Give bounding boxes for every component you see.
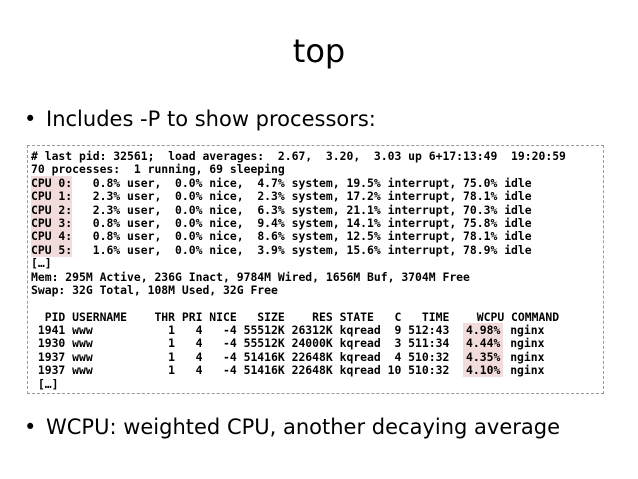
cpu-row: CPU 1: 2.3% user, 0.0% nice, 2.3% system…	[31, 189, 603, 204]
wcpu-value: 4.98%	[463, 323, 504, 338]
blank-line	[31, 297, 603, 310]
memory-line: Mem: 295M Active, 236G Inact, 9784M Wire…	[31, 269, 470, 284]
cpu-label: CPU 3:	[31, 215, 73, 230]
process-row: 1937 www 1 4 -4 51416K 22648K kqread 10 …	[31, 363, 603, 378]
process-row: 1937 www 1 4 -4 51416K 22648K kqread 4 5…	[31, 349, 603, 364]
process-fields: 1937 www 1 4 -4 51416K 22648K kqread 10 …	[31, 363, 464, 378]
swap-line: Swap: 32G Total, 108M Used, 32G Free	[31, 282, 278, 297]
cpu-row: CPU 2: 2.3% user, 0.0% nice, 6.3% system…	[31, 202, 603, 217]
bullet-text: WCPU: weighted CPU, another decaying ave…	[46, 415, 560, 439]
cpu-stats: 2.3% user, 0.0% nice, 2.3% system, 17.2%…	[72, 189, 532, 204]
cpu-stats: 1.6% user, 0.0% nice, 3.9% system, 15.6%…	[72, 242, 532, 257]
bullet: • Includes -P to show processors:	[24, 107, 376, 131]
ellipsis: […]	[31, 376, 59, 391]
cpu-stats: 0.8% user, 0.0% nice, 8.6% system, 12.5%…	[72, 229, 532, 244]
cpu-label: CPU 1:	[31, 189, 73, 204]
wcpu-value: 4.44%	[463, 336, 504, 351]
slide-title: top	[292, 32, 346, 70]
cpu-label: CPU 2:	[31, 202, 73, 217]
wcpu-value: 4.10%	[463, 363, 504, 378]
process-command: nginx	[503, 323, 545, 338]
cpu-stats: 0.8% user, 0.0% nice, 9.4% system, 14.1%…	[72, 215, 532, 230]
wcpu-value: 4.35%	[463, 349, 504, 364]
process-row: 1930 www 1 4 -4 55512K 24000K kqread 3 5…	[31, 336, 603, 351]
process-command: nginx	[503, 349, 545, 364]
terminal-line: # last pid: 32561; load averages: 2.67, …	[31, 149, 566, 163]
cpu-stats: 0.8% user, 0.0% nice, 4.7% system, 19.5%…	[72, 175, 532, 190]
table-header: PID USERNAME THR PRI NICE SIZE RES STATE…	[31, 309, 560, 324]
cpu-stats: 2.3% user, 0.0% nice, 6.3% system, 21.1%…	[72, 202, 532, 217]
process-command: nginx	[503, 336, 545, 351]
process-command: nginx	[503, 363, 545, 378]
cpu-row: CPU 3: 0.8% user, 0.0% nice, 9.4% system…	[31, 215, 603, 230]
cpu-label: CPU 0:	[31, 175, 73, 190]
cpu-label: CPU 5:	[31, 242, 73, 257]
process-fields: 1937 www 1 4 -4 51416K 22648K kqread 4 5…	[31, 349, 464, 364]
process-row: 1941 www 1 4 -4 55512K 26312K kqread 9 5…	[31, 323, 603, 338]
bullet-text: Includes -P to show processors:	[46, 107, 376, 131]
cpu-label: CPU 4:	[31, 229, 73, 244]
process-fields: 1941 www 1 4 -4 55512K 26312K kqread 9 5…	[31, 323, 464, 338]
bullet: • WCPU: weighted CPU, another decaying av…	[24, 415, 560, 439]
cpu-row: CPU 0: 0.8% user, 0.0% nice, 4.7% system…	[31, 175, 603, 190]
ellipsis: […]	[31, 256, 52, 271]
process-fields: 1930 www 1 4 -4 55512K 24000K kqread 3 5…	[31, 336, 464, 351]
cpu-row: CPU 5: 1.6% user, 0.0% nice, 3.9% system…	[31, 242, 603, 257]
cpu-row: CPU 4: 0.8% user, 0.0% nice, 8.6% system…	[31, 229, 603, 244]
terminal-line: 70 processes: 1 running, 69 sleeping	[31, 162, 285, 177]
terminal-output: # last pid: 32561; load averages: 2.67, …	[27, 145, 604, 394]
